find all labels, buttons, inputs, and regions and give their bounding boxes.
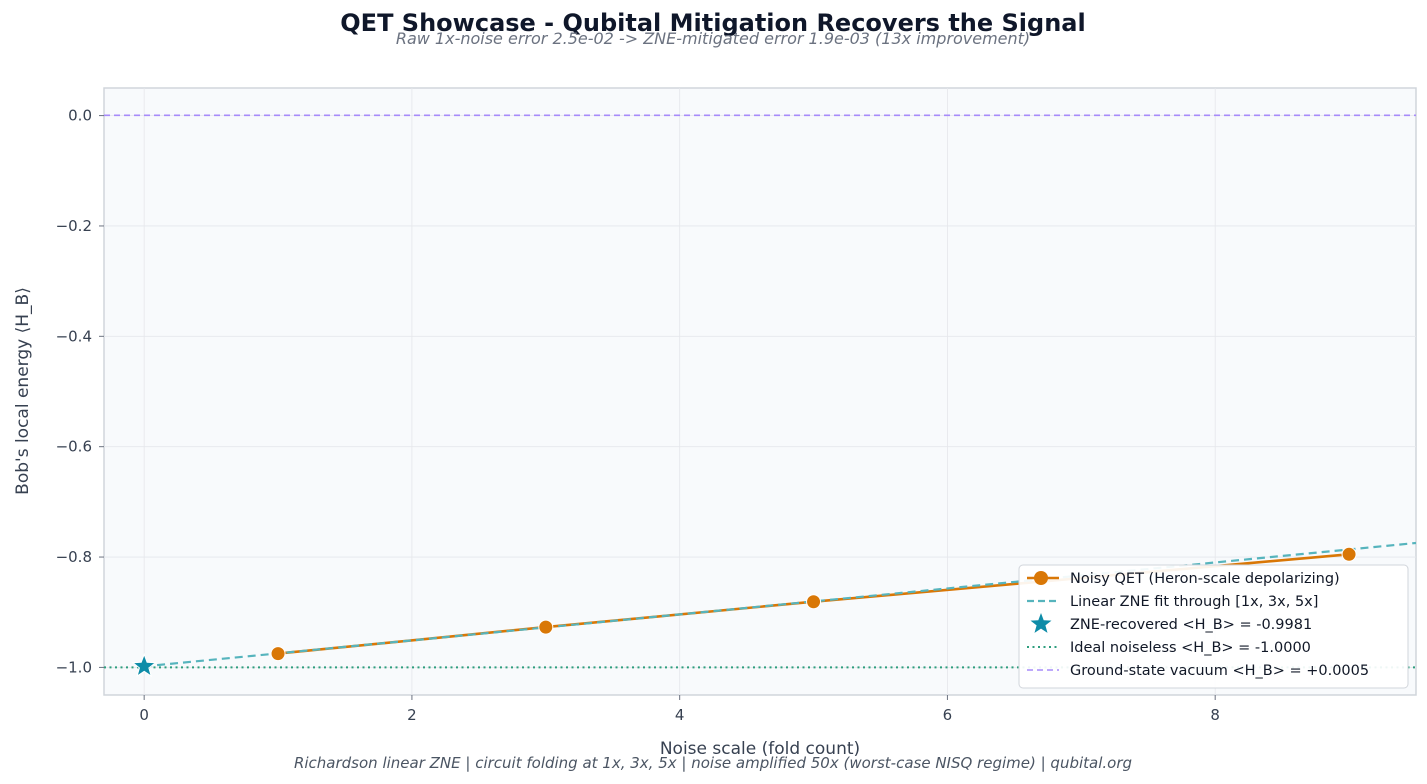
y-tick-label: −1.0 xyxy=(56,658,92,676)
noisy-qet-point xyxy=(1341,546,1357,562)
chart-title: QET Showcase - Qubital Mitigation Recove… xyxy=(340,9,1085,37)
x-tick-label: 2 xyxy=(407,706,417,724)
y-axis-label: Bob's local energy ⟨H_B⟩ xyxy=(13,287,33,495)
y-tick-label: −0.2 xyxy=(56,217,92,235)
y-tick-label: −0.6 xyxy=(56,438,92,456)
ticks: 0 2 4 6 8 0.0 −0.2 −0.4 −0.6 −0.8 −1.0 xyxy=(56,107,1220,724)
legend-label: Ideal noiseless <H_B> = -1.0000 xyxy=(1070,640,1311,656)
data-group xyxy=(104,114,1416,678)
y-tick-label: 0.0 xyxy=(68,107,92,125)
x-axis-label: Noise scale (fold count) xyxy=(660,739,860,759)
legend-box xyxy=(1018,564,1409,689)
noisy-qet-point xyxy=(270,646,286,662)
legend-label: Noisy QET (Heron-scale depolarizing) xyxy=(1070,571,1340,587)
legend: Noisy QET (Heron-scale depolarizing) Line… xyxy=(1018,564,1409,689)
zne-recovered-star xyxy=(131,652,157,678)
chart-footer: Richardson linear ZNE | circuit folding … xyxy=(294,754,1132,772)
zne-fit-line xyxy=(144,541,1416,668)
y-tick-label: −0.4 xyxy=(56,327,92,345)
y-tick-label: −0.8 xyxy=(56,548,92,566)
legend-label: Linear ZNE fit through [1x, 3x, 5x] xyxy=(1070,594,1318,610)
legend-label: ZNE-recovered <H_B> = -0.9981 xyxy=(1070,617,1312,633)
noisy-qet-point xyxy=(806,594,822,610)
x-tick-label: 8 xyxy=(1210,706,1220,724)
legend-label: Ground-state vacuum <H_B> = +0.0005 xyxy=(1070,663,1369,679)
x-tick-label: 0 xyxy=(139,706,149,724)
x-tick-label: 6 xyxy=(943,706,953,724)
series-layer xyxy=(104,114,1416,678)
x-tick-label: 4 xyxy=(675,706,685,724)
noisy-qet-point xyxy=(538,619,554,635)
chart-subtitle: Raw 1x-noise error 2.5e-02 -> ZNE-mitiga… xyxy=(396,29,1030,48)
legend-handle-star xyxy=(1030,613,1052,633)
legend-handle-noisy-marker xyxy=(1034,571,1048,585)
